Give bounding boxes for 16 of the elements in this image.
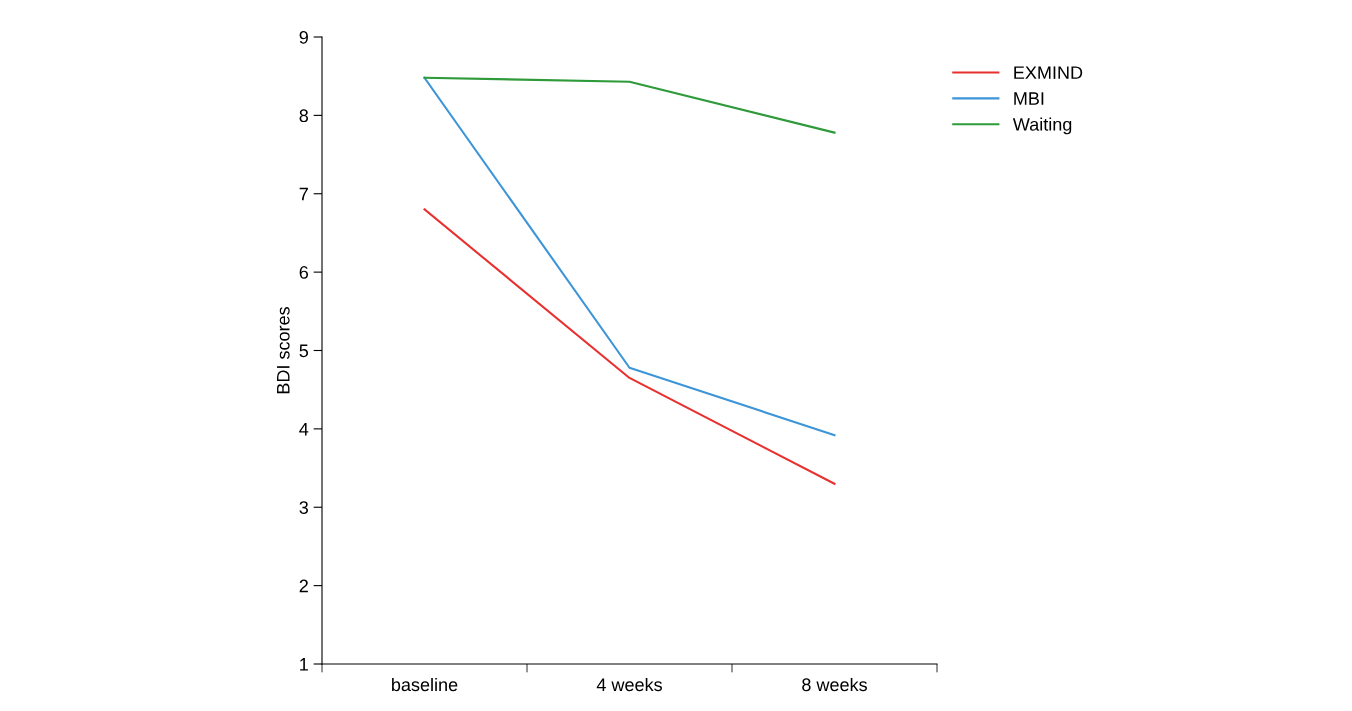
y-tick-label: 1 — [300, 658, 308, 671]
legend-label: EXMIND — [1014, 66, 1083, 79]
x-tick-label: baseline — [392, 677, 458, 692]
y-tick-label: 6 — [299, 266, 309, 279]
y-tick-label: 2 — [299, 579, 308, 593]
legend-label: Waiting — [1012, 117, 1072, 135]
y-tick-label: 5 — [299, 344, 309, 358]
x-tick-label: 4 weeks — [596, 677, 662, 692]
y-tick-label: 3 — [299, 501, 309, 514]
x-tick-label: 8 weeks — [802, 677, 867, 692]
y-tick-label: 4 — [299, 423, 309, 436]
y-tick-label: 7 — [299, 187, 308, 201]
legend-label: MBI — [1014, 92, 1044, 105]
y-tick-label: 8 — [299, 109, 309, 123]
y-axis-title: BDI scores — [277, 307, 290, 394]
y-tick-label: 9 — [299, 30, 308, 44]
